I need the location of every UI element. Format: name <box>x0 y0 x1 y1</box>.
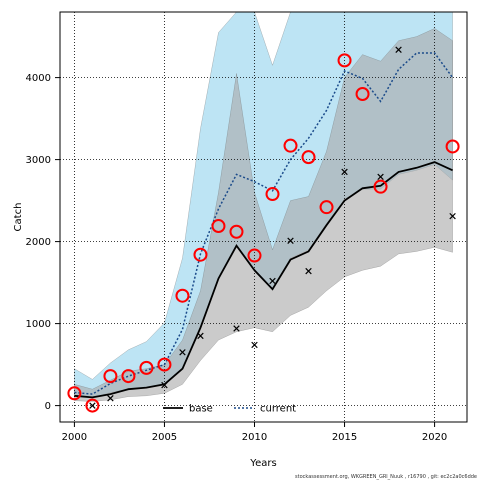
catch-x-stroke <box>341 168 348 176</box>
catch-circle-marker <box>139 360 154 375</box>
y-tick-label: 2000 <box>26 237 51 248</box>
catch-circle-marker <box>229 224 244 239</box>
catch-x-stroke <box>233 325 240 332</box>
catch-x-marker <box>197 332 204 340</box>
catch-x-stroke <box>377 173 384 181</box>
catch-circle-marker <box>67 386 82 401</box>
catch-x-marker <box>179 349 186 356</box>
catch-x-stroke <box>305 267 312 275</box>
catch-circle-marker <box>193 247 208 262</box>
catch-x-stroke <box>89 402 96 409</box>
catch-x-marker <box>269 277 276 285</box>
catch-circle-marker <box>283 138 298 153</box>
legend-item-base: base <box>163 404 213 415</box>
catch-circle-marker <box>211 219 226 234</box>
catch-x-marker <box>305 267 312 275</box>
catch-x-stroke <box>251 341 258 349</box>
legend-label-current: current <box>260 404 296 415</box>
x-tick-label: 2010 <box>242 432 267 443</box>
catch-x-stroke <box>197 332 204 340</box>
catch-circle-marker <box>175 288 190 303</box>
legend-label-base: base <box>189 404 213 415</box>
catch-circle-marker <box>355 87 370 101</box>
x-tick-label: 2020 <box>422 432 447 443</box>
catch-circle-marker <box>337 53 352 68</box>
y-axis-title: Catch <box>13 203 24 232</box>
catch-x-marker <box>107 394 114 402</box>
catch-circle-marker <box>445 139 460 154</box>
y-tick-label: 3000 <box>26 155 51 166</box>
catch-circle-marker <box>103 369 118 384</box>
y-tick-label: 0 <box>45 401 51 412</box>
catch-x-marker <box>341 168 348 176</box>
catch-x-marker <box>251 341 258 349</box>
y-tick-label: 4000 <box>26 73 51 84</box>
x-axis-title: Years <box>249 458 276 469</box>
catch-circle-marker <box>157 357 172 372</box>
catch-x-stroke <box>449 212 456 220</box>
plot-frame <box>59 11 468 423</box>
catch-x-stroke <box>179 349 186 356</box>
catch-circle-marker <box>85 398 100 413</box>
catch-x-stroke <box>107 394 114 402</box>
catch-x-marker <box>377 173 384 181</box>
catch-circle-marker <box>247 248 262 263</box>
catch-x-marker <box>449 212 456 220</box>
catch-x-stroke <box>269 277 276 285</box>
catch-x-stroke <box>395 46 402 53</box>
catch-circle-marker <box>121 369 136 384</box>
legend-item-current: current <box>234 404 296 415</box>
catch-x-stroke <box>161 381 168 389</box>
catch-x-marker <box>395 46 402 53</box>
catch-circle-marker <box>319 200 334 215</box>
x-tick-label: 2005 <box>152 432 177 443</box>
y-tick-label: 1000 <box>26 319 51 330</box>
catch-circle-marker <box>373 179 388 194</box>
catch-x-marker <box>287 237 294 245</box>
credit-text: stockassessment.org, WKGREEN_GRl_Nuuk , … <box>295 474 477 480</box>
catch-x-marker <box>161 381 168 389</box>
catch-x-marker <box>233 325 240 332</box>
x-tick-label: 2015 <box>332 432 357 443</box>
x-tick-label: 2000 <box>62 432 87 443</box>
catch-circle-marker <box>265 187 280 202</box>
catch-x-stroke <box>287 237 294 245</box>
series-line-base <box>74 161 453 399</box>
catch-x-marker <box>89 402 96 409</box>
catch-circle-marker <box>301 150 316 165</box>
